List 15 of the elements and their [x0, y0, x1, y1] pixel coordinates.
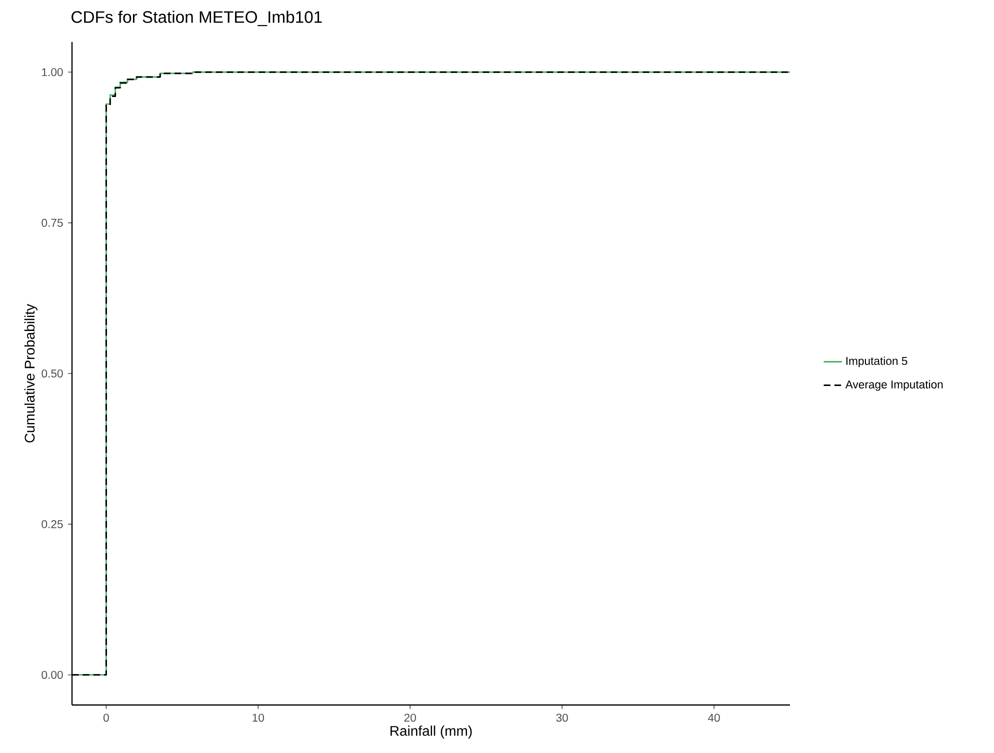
y-tick-label: 0.75 — [42, 218, 63, 227]
legend-label: Average Imputation — [845, 380, 943, 391]
y-axis-title: Cumulative Probability — [24, 304, 38, 442]
x-tick-label: 10 — [252, 714, 264, 722]
chart-title: CDFs for Station METEO_Imb101 — [72, 10, 322, 26]
x-tick-label: 30 — [556, 714, 568, 722]
y-tick-label: 0.50 — [42, 369, 63, 378]
y-tick-label: 1.00 — [42, 68, 63, 76]
y-tick-label: 0.25 — [42, 520, 63, 528]
y-tick-label: 0.00 — [42, 670, 63, 679]
x-tick-label: 40 — [708, 714, 720, 722]
x-axis-title: Rainfall (mm) — [390, 726, 472, 739]
legend-label: Imputation 5 — [846, 356, 908, 368]
x-tick-label: 20 — [404, 714, 416, 722]
x-tick-label: 0 — [103, 714, 109, 722]
